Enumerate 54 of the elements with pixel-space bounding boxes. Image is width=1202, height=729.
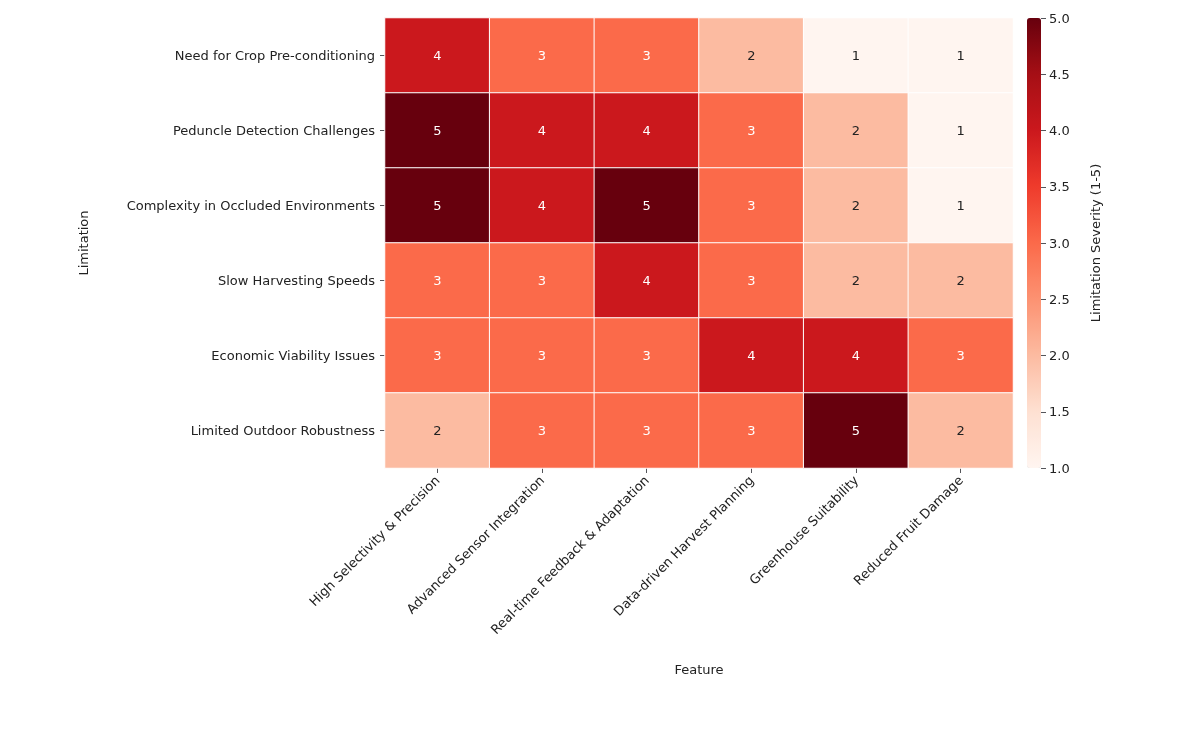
color-bar-label: 2.0 <box>1049 348 1070 363</box>
color-bar-label: 1.5 <box>1049 404 1070 420</box>
color-bar-label: 3.0 <box>1049 235 1070 251</box>
data-label: 4 <box>537 198 547 213</box>
data-label: 4 <box>747 348 756 363</box>
data-label: 4 <box>642 273 651 288</box>
data-label: 3 <box>537 48 547 63</box>
data-label: 5 <box>433 198 442 213</box>
y-tick-label: Limited Outdoor Robustness <box>190 423 376 438</box>
data-label: 2 <box>747 48 756 63</box>
x-axis-title: Feature <box>674 662 724 677</box>
data-label: 3 <box>747 273 756 288</box>
data-label: 3 <box>747 423 756 438</box>
color-bar-label: 5.0 <box>1049 10 1070 26</box>
color-bar-label: 4.5 <box>1049 66 1070 82</box>
color-bar-label: 1.0 <box>1049 460 1070 476</box>
data-label: 2 <box>956 423 965 438</box>
data-label: 3 <box>747 123 756 138</box>
data-label: 3 <box>537 423 547 438</box>
y-tick-label: Peduncle Detection Challenges <box>172 123 376 138</box>
data-label: 5 <box>433 123 442 138</box>
color-bar-label: 2.5 <box>1049 291 1070 307</box>
data-label: 4 <box>433 48 442 63</box>
data-label: 3 <box>956 348 965 363</box>
y-tick-label: Complexity in Occluded Environments <box>126 198 376 213</box>
data-label: 1 <box>851 48 861 63</box>
y-tick-label: Slow Harvesting Speeds <box>218 273 376 288</box>
data-label: 1 <box>956 48 965 63</box>
data-label: 2 <box>433 423 442 438</box>
y-tick-label: Need for Crop Pre-conditioning <box>174 48 375 63</box>
data-label: 4 <box>642 123 651 138</box>
color-bar-label: 3.5 <box>1049 179 1070 195</box>
y-axis-title: Limitation <box>76 210 91 276</box>
data-label: 3 <box>433 348 442 363</box>
data-label: 1 <box>956 198 965 213</box>
color-bar-title: Limitation Severity (1-5) <box>1088 163 1103 323</box>
data-label: 3 <box>433 273 442 288</box>
data-label: 3 <box>642 423 651 438</box>
data-label: 4 <box>851 348 861 363</box>
data-label: 2 <box>851 273 861 288</box>
color-bar-label: 4.0 <box>1049 123 1070 138</box>
data-label: 4 <box>537 123 547 138</box>
data-label: 2 <box>851 198 861 213</box>
data-label: 5 <box>851 423 861 438</box>
data-label: 2 <box>956 273 965 288</box>
data-label: 3 <box>642 48 651 63</box>
data-label: 3 <box>642 348 651 363</box>
data-label: 5 <box>642 198 651 213</box>
data-label: 3 <box>537 273 547 288</box>
data-label: 1 <box>956 123 965 138</box>
y-tick-label: Economic Viability Issues <box>211 348 376 363</box>
data-label: 2 <box>851 123 861 138</box>
data-label: 3 <box>537 348 547 363</box>
data-label: 3 <box>747 198 756 213</box>
